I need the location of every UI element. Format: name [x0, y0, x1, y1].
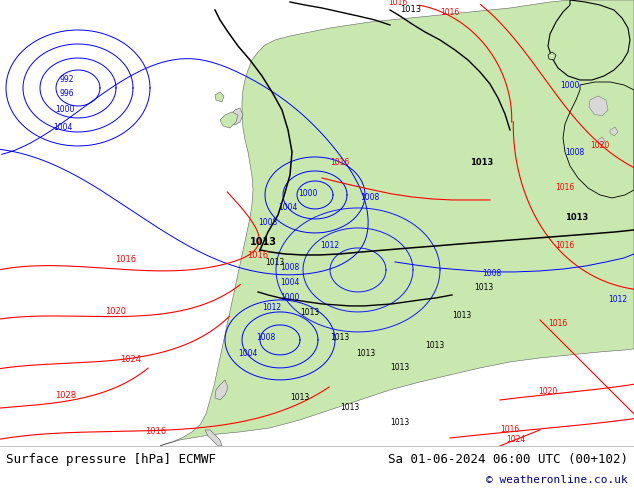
Text: 1012: 1012 [608, 295, 627, 304]
Text: 1016: 1016 [548, 319, 567, 328]
Polygon shape [548, 52, 556, 60]
Text: 1016: 1016 [330, 158, 349, 167]
Text: 1020: 1020 [590, 141, 609, 150]
Text: 1013: 1013 [400, 5, 421, 14]
Polygon shape [610, 127, 618, 136]
Text: 996: 996 [60, 89, 75, 98]
Text: 1013: 1013 [250, 237, 277, 247]
Polygon shape [589, 96, 608, 116]
Text: 1013: 1013 [265, 258, 284, 267]
Text: 1004: 1004 [278, 203, 297, 212]
Text: 1004: 1004 [238, 349, 257, 358]
Polygon shape [215, 380, 228, 400]
Text: 1016: 1016 [388, 0, 407, 7]
Polygon shape [563, 82, 634, 198]
Text: 1012: 1012 [262, 303, 281, 312]
Polygon shape [215, 92, 224, 102]
Text: 1000: 1000 [560, 81, 579, 90]
Text: 1016: 1016 [145, 427, 166, 436]
Text: 1020: 1020 [538, 387, 557, 396]
Text: 1008: 1008 [258, 218, 277, 227]
Text: 1008: 1008 [280, 263, 299, 272]
Text: 1000: 1000 [55, 105, 74, 114]
Text: 1016: 1016 [555, 241, 574, 250]
Text: 1004: 1004 [53, 123, 72, 132]
Text: 1008: 1008 [482, 269, 501, 278]
Text: 1013: 1013 [340, 403, 359, 412]
Text: Sa 01-06-2024 06:00 UTC (00+102): Sa 01-06-2024 06:00 UTC (00+102) [388, 453, 628, 466]
Text: 1013: 1013 [452, 311, 471, 320]
Text: 1013: 1013 [356, 349, 375, 358]
Text: 1016: 1016 [440, 8, 459, 17]
Text: 1013: 1013 [330, 333, 349, 342]
Polygon shape [548, 0, 630, 80]
Polygon shape [220, 112, 238, 128]
Text: 1000: 1000 [298, 189, 318, 198]
Text: 1016: 1016 [500, 425, 519, 434]
Text: Surface pressure [hPa] ECMWF: Surface pressure [hPa] ECMWF [6, 453, 216, 466]
Text: 1013: 1013 [390, 418, 410, 427]
Text: 992: 992 [60, 75, 75, 84]
Text: 1008: 1008 [360, 193, 379, 202]
Text: 1013: 1013 [470, 158, 493, 167]
Polygon shape [160, 0, 634, 446]
Text: 1000: 1000 [280, 293, 299, 302]
Polygon shape [230, 108, 243, 125]
Text: 1016: 1016 [247, 251, 268, 260]
Polygon shape [598, 137, 605, 145]
Text: 1013: 1013 [290, 393, 309, 402]
Text: 1008: 1008 [565, 148, 585, 157]
Text: 1012: 1012 [320, 241, 339, 250]
Text: 1013: 1013 [300, 308, 320, 317]
Text: 1016: 1016 [555, 183, 574, 192]
Text: 1024: 1024 [506, 435, 525, 444]
Text: 1024: 1024 [120, 355, 141, 364]
Text: 1028: 1028 [55, 391, 76, 400]
Text: 1013: 1013 [390, 363, 410, 372]
Text: 1016: 1016 [115, 255, 136, 264]
Text: 1020: 1020 [105, 307, 126, 316]
Text: 1008: 1008 [256, 333, 275, 342]
Text: 1013: 1013 [565, 213, 588, 222]
Polygon shape [205, 430, 222, 446]
Text: 1004: 1004 [280, 278, 299, 287]
Text: © weatheronline.co.uk: © weatheronline.co.uk [486, 475, 628, 485]
Text: 1013: 1013 [474, 283, 493, 292]
Text: 1013: 1013 [425, 341, 444, 350]
